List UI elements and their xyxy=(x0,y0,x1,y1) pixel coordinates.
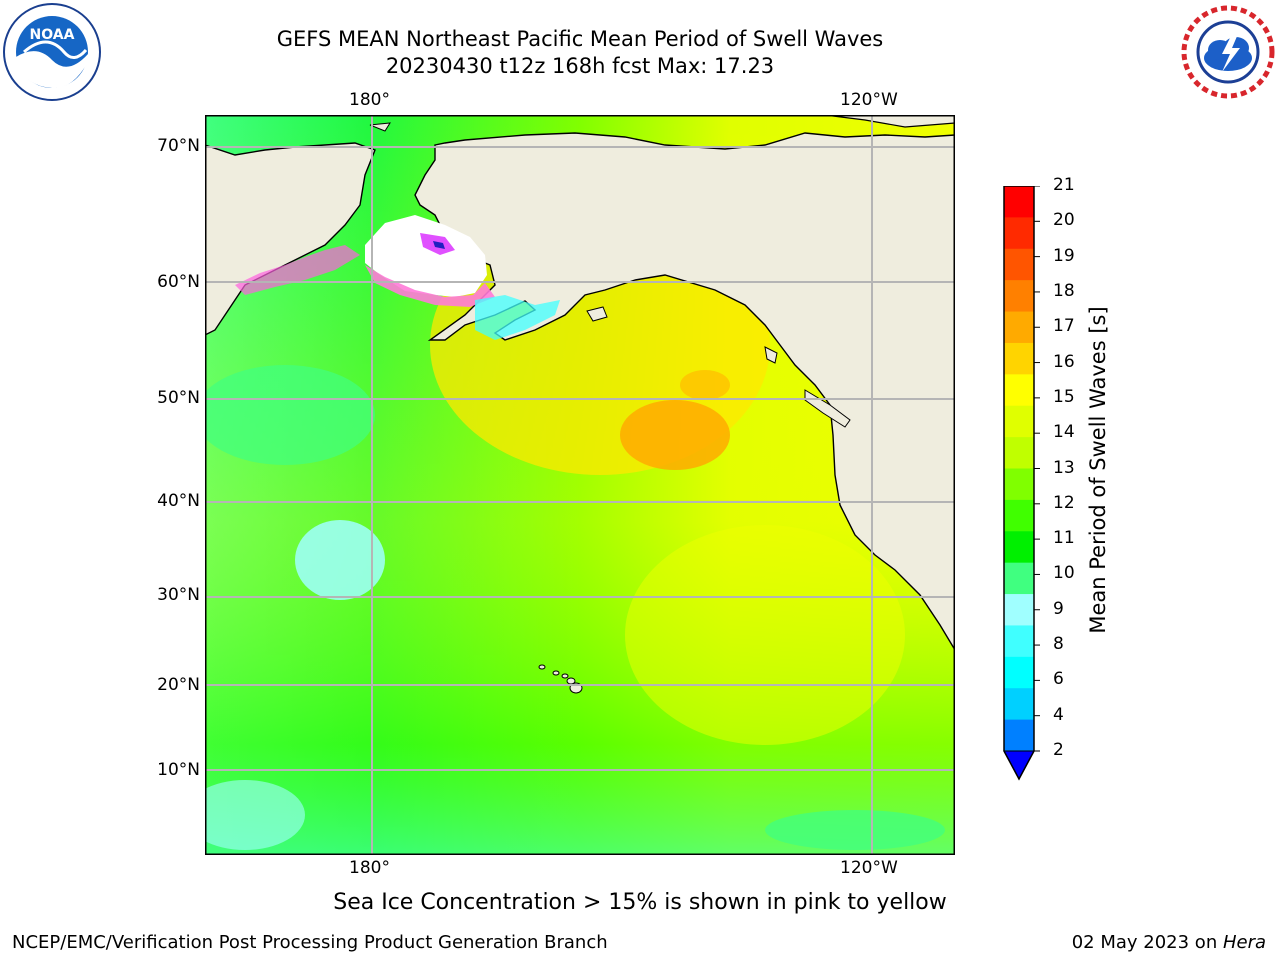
colorbar-segment xyxy=(1004,374,1034,407)
swell-patch-small xyxy=(680,370,730,400)
sea-ice-bering xyxy=(365,215,487,297)
colorbar-tick-label: 8 xyxy=(1053,634,1064,655)
colorbar-tick-label: 18 xyxy=(1053,280,1075,301)
colorbar-tick-label: 10 xyxy=(1053,563,1075,584)
colorbar-tick-label: 2 xyxy=(1053,740,1064,760)
colorbar-tick-label: 17 xyxy=(1053,316,1075,337)
colorbar-under-triangle xyxy=(1003,750,1035,781)
sea-ice-edge-pink xyxy=(365,265,495,307)
footer-date: 02 May 2023 on Hera xyxy=(1072,932,1266,953)
lat-label-20n: 20°N xyxy=(157,675,200,695)
kodiak-island xyxy=(586,306,608,322)
lat-label-10n: 10°N xyxy=(157,760,200,780)
map-panel xyxy=(185,114,956,855)
colorbar-frame xyxy=(1003,185,1035,781)
colorbar-segment xyxy=(1004,499,1034,532)
lat-label-60n: 60°N xyxy=(157,272,200,292)
swell-patch-east xyxy=(625,525,905,745)
swell-patch-se xyxy=(765,810,945,850)
noaa-logo: NOAA xyxy=(2,2,102,102)
footer-host: Hera xyxy=(1222,932,1266,953)
colorbar-segment xyxy=(1004,468,1034,501)
colorbar-tick-label: 4 xyxy=(1053,704,1064,725)
lat-label-40n: 40°N xyxy=(157,491,200,511)
colorbar-segment xyxy=(1004,248,1034,281)
colorbar-segment xyxy=(1004,531,1034,564)
colorbar-tick-label: 13 xyxy=(1053,457,1075,478)
colorbar-tick-label: 9 xyxy=(1053,598,1064,619)
colorbar-segment xyxy=(1004,280,1034,313)
colorbar-segment xyxy=(1004,405,1034,438)
colorbar-tick-label: 16 xyxy=(1053,351,1075,372)
chart-subtitle: 20230430 t12z 168h fcst Max: 17.23 xyxy=(385,54,775,78)
colorbar-segment xyxy=(1004,562,1034,595)
colorbar-tick-label: 14 xyxy=(1053,422,1075,443)
map-frame xyxy=(205,115,955,855)
swell-patch-cook xyxy=(475,295,560,340)
colorbar-segment xyxy=(1004,311,1034,344)
footer-credit: NCEP/EMC/Verification Post Processing Pr… xyxy=(12,932,608,953)
haida-gwaii xyxy=(764,346,778,364)
lon-label-bottom-180: 180° xyxy=(349,858,390,878)
colorbar-segment xyxy=(1004,594,1034,626)
swell-patch-low xyxy=(295,520,385,600)
lat-label-70n: 70°N xyxy=(157,136,200,156)
lat-label-50n: 50°N xyxy=(157,388,200,408)
graticule xyxy=(205,115,955,855)
colorbar-segment xyxy=(1004,217,1034,250)
lon-label-top-120w: 120°W xyxy=(840,90,898,110)
colorbar-tick-label: 19 xyxy=(1053,245,1075,266)
colorbar-tick-label: 6 xyxy=(1053,669,1064,690)
colorbar-tick-label: 15 xyxy=(1053,386,1075,407)
nws-logo xyxy=(1178,2,1278,102)
swell-patch-west xyxy=(195,365,375,465)
wrangel-island xyxy=(369,122,391,132)
colorbar-segment xyxy=(1004,688,1034,721)
footer-date-text: 02 May 2023 on xyxy=(1071,932,1223,953)
swell-max-patch xyxy=(620,400,730,470)
colorbar-svg xyxy=(1003,185,1040,781)
lon-label-top-180: 180° xyxy=(349,90,390,110)
colorbar-segment xyxy=(1004,342,1034,375)
sea-ice-core xyxy=(433,241,445,249)
sea-ice-caption: Sea Ice Concentration > 15% is shown in … xyxy=(333,890,947,915)
swell-patch-sw xyxy=(185,780,305,850)
colorbar-tick-label: 12 xyxy=(1053,492,1075,513)
north-america-land xyxy=(414,132,956,653)
colorbar-segment xyxy=(1004,656,1034,689)
colorbar xyxy=(1000,185,1040,786)
colorbar-tick-label: 21 xyxy=(1053,175,1075,195)
colorbar-segment xyxy=(1004,625,1034,658)
hawaii-islands xyxy=(538,664,583,694)
svg-text:NOAA: NOAA xyxy=(30,27,75,43)
colorbar-tick-label: 20 xyxy=(1053,210,1075,231)
colorbar-segment xyxy=(1004,719,1034,752)
colorbar-segment xyxy=(1004,437,1034,469)
colorbar-segment xyxy=(1004,186,1034,218)
colorbar-label: Mean Period of Swell Waves [s] xyxy=(1086,306,1110,634)
lon-label-bottom-120w: 120°W xyxy=(840,858,898,878)
map-svg xyxy=(185,114,956,855)
colorbar-tick-label: 11 xyxy=(1053,528,1075,549)
chart-title: GEFS MEAN Northeast Pacific Mean Period … xyxy=(276,27,884,51)
lat-label-30n: 30°N xyxy=(157,585,200,605)
